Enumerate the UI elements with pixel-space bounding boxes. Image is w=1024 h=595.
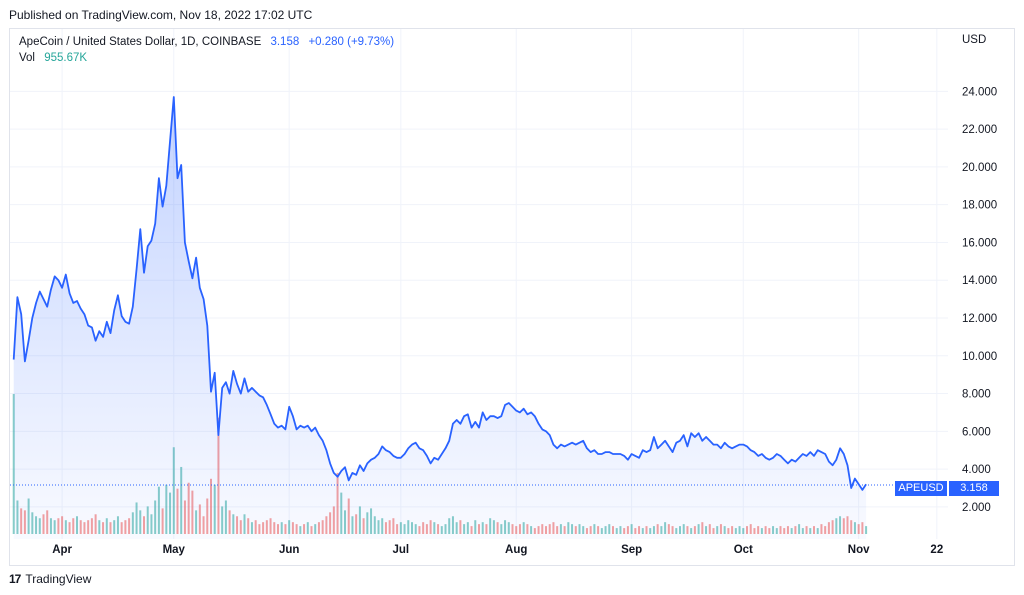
last-price-tag: 3.158 [949, 481, 999, 496]
y-tick-label: 16.000 [962, 237, 997, 249]
y-tick-label: 20.000 [962, 162, 997, 174]
tradingview-brand[interactable]: 17 TradingView [9, 572, 91, 586]
legend-price: 3.158 [270, 36, 300, 48]
chart-frame [9, 28, 1015, 566]
x-tick-label: Nov [848, 544, 870, 556]
x-tick-label: Jul [393, 544, 410, 556]
volume-bar [865, 526, 868, 534]
axis-currency-label: USD [962, 34, 987, 46]
y-tick-label: 4.000 [962, 464, 991, 476]
y-tick-label: 14.000 [962, 275, 997, 287]
x-tick-label: Jun [279, 544, 299, 556]
chart-legend: ApeCoin / United States Dollar, 1D, COIN… [19, 34, 394, 66]
y-tick-label: 10.000 [962, 351, 997, 363]
x-tick-label: May [163, 544, 186, 556]
legend-symbol: ApeCoin / United States Dollar, 1D, COIN… [19, 36, 262, 48]
legend-vol-label: Vol [19, 52, 35, 64]
published-caption: Published on TradingView.com, Nov 18, 20… [9, 8, 313, 22]
y-tick-label: 2.000 [962, 502, 991, 514]
y-tick-label: 22.000 [962, 124, 997, 136]
x-tick-label: Apr [52, 544, 72, 556]
x-tick-label: 22 [930, 544, 943, 556]
price-line [12, 96, 867, 491]
brand-name: TradingView [25, 572, 92, 586]
x-tick-label: Aug [505, 544, 527, 556]
y-tick-label: 12.000 [962, 313, 997, 325]
legend-vol-value: 955.67K [44, 52, 88, 64]
price-area-fill [13, 97, 867, 539]
y-tick-label: 8.000 [962, 389, 991, 401]
y-tick-label: 18.000 [962, 200, 997, 212]
x-tick-label: Sep [621, 544, 642, 556]
tradingview-logo-icon: 17 [9, 572, 21, 586]
y-tick-label: 24.000 [962, 86, 997, 98]
ticker-price-tag: APEUSD [895, 481, 947, 496]
y-tick-label: 6.000 [962, 426, 991, 438]
legend-change: +0.280 (+9.73%) [308, 36, 395, 48]
x-tick-label: Oct [734, 544, 753, 556]
